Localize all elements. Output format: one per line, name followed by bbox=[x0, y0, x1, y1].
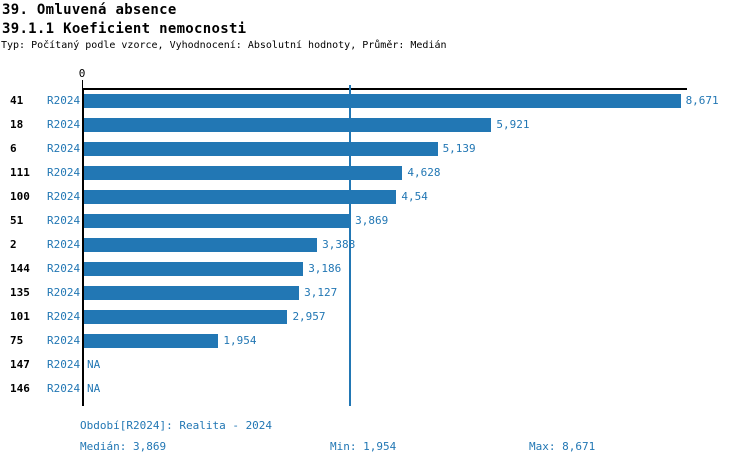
median-line bbox=[349, 85, 352, 406]
row-series-label: R2024 bbox=[47, 286, 81, 299]
x-axis-line bbox=[82, 88, 687, 90]
bar-value-label: NA bbox=[87, 358, 101, 371]
chart-row: 75 R2024 1,954 bbox=[0, 328, 750, 352]
bar-value-label: 2,957 bbox=[292, 310, 326, 323]
bar-value-label: NA bbox=[87, 382, 101, 395]
bar-value-label: 1,954 bbox=[223, 334, 257, 347]
bar bbox=[84, 142, 438, 156]
bar bbox=[84, 238, 318, 252]
chart-row: 18 R2024 5,921 bbox=[0, 112, 750, 136]
report-title: 39. Omluvená absence bbox=[2, 2, 177, 18]
chart-meta-line: Typ: Počítaný podle vzorce, Vyhodnocení:… bbox=[1, 40, 447, 51]
row-series-label: R2024 bbox=[47, 94, 81, 107]
footer-median-label: Medián: 3,869 bbox=[80, 440, 167, 453]
chart-row: 100 R2024 4,54 bbox=[0, 184, 750, 208]
bar bbox=[84, 286, 300, 300]
bar-value-label: 4,54 bbox=[401, 190, 428, 203]
row-category: 18 bbox=[10, 118, 24, 131]
row-series-label: R2024 bbox=[47, 238, 81, 251]
row-category: 101 bbox=[10, 310, 30, 323]
row-category: 75 bbox=[10, 334, 24, 347]
chart-row: 111 R2024 4,628 bbox=[0, 160, 750, 184]
bar-value-label: 3,127 bbox=[304, 286, 338, 299]
footer-period-label: Období[R2024]: Realita - 2024 bbox=[80, 419, 273, 432]
row-series-label: R2024 bbox=[47, 118, 81, 131]
y-axis-line bbox=[82, 88, 84, 406]
chart-row: 2 R2024 3,388 bbox=[0, 232, 750, 256]
row-series-label: R2024 bbox=[47, 358, 81, 371]
row-category: 41 bbox=[10, 94, 24, 107]
row-series-label: R2024 bbox=[47, 262, 81, 275]
chart-row: 135 R2024 3,127 bbox=[0, 280, 750, 304]
row-category: 6 bbox=[10, 142, 17, 155]
x-axis-tick-mark bbox=[82, 80, 83, 88]
chart-row: 101 R2024 2,957 bbox=[0, 304, 750, 328]
bar-value-label: 8,671 bbox=[685, 94, 719, 107]
row-category: 51 bbox=[10, 214, 24, 227]
chart-rows: 41 R2024 8,671 18 R2024 5,921 6 R2024 5,… bbox=[0, 88, 750, 406]
row-category: 111 bbox=[10, 166, 30, 179]
bar bbox=[84, 214, 351, 228]
chart-row: 51 R2024 3,869 bbox=[0, 208, 750, 232]
row-series-label: R2024 bbox=[47, 166, 81, 179]
bar-value-label: 4,628 bbox=[407, 166, 441, 179]
row-category: 135 bbox=[10, 286, 30, 299]
x-axis-tick-label-zero: 0 bbox=[78, 67, 86, 80]
footer-max-label: Max: 8,671 bbox=[529, 440, 596, 453]
row-series-label: R2024 bbox=[47, 214, 81, 227]
bar-value-label: 3,869 bbox=[355, 214, 389, 227]
chart-row: 144 R2024 3,186 bbox=[0, 256, 750, 280]
bar bbox=[84, 166, 403, 180]
bar-value-label: 3,186 bbox=[308, 262, 342, 275]
row-series-label: R2024 bbox=[47, 310, 81, 323]
chart-row: 41 R2024 8,671 bbox=[0, 88, 750, 112]
bar bbox=[84, 118, 492, 132]
footer-min-label: Min: 1,954 bbox=[330, 440, 397, 453]
row-series-label: R2024 bbox=[47, 190, 81, 203]
bar bbox=[84, 310, 288, 324]
chart-row: 146 R2024 NA bbox=[0, 376, 750, 400]
bar-value-label: 5,921 bbox=[496, 118, 530, 131]
bar-value-label: 3,388 bbox=[322, 238, 356, 251]
row-series-label: R2024 bbox=[47, 382, 81, 395]
bar-value-label: 5,139 bbox=[442, 142, 476, 155]
chart-title: 39.1.1 Koeficient nemocnosti bbox=[2, 21, 247, 37]
row-category: 146 bbox=[10, 382, 30, 395]
row-category: 2 bbox=[10, 238, 17, 251]
bar bbox=[84, 262, 304, 276]
row-series-label: R2024 bbox=[47, 142, 81, 155]
bar bbox=[84, 190, 397, 204]
row-category: 147 bbox=[10, 358, 30, 371]
bar bbox=[84, 94, 681, 108]
bar bbox=[84, 334, 219, 348]
chart-row: 6 R2024 5,139 bbox=[0, 136, 750, 160]
row-series-label: R2024 bbox=[47, 334, 81, 347]
chart-row: 147 R2024 NA bbox=[0, 352, 750, 376]
row-category: 100 bbox=[10, 190, 30, 203]
row-category: 144 bbox=[10, 262, 30, 275]
